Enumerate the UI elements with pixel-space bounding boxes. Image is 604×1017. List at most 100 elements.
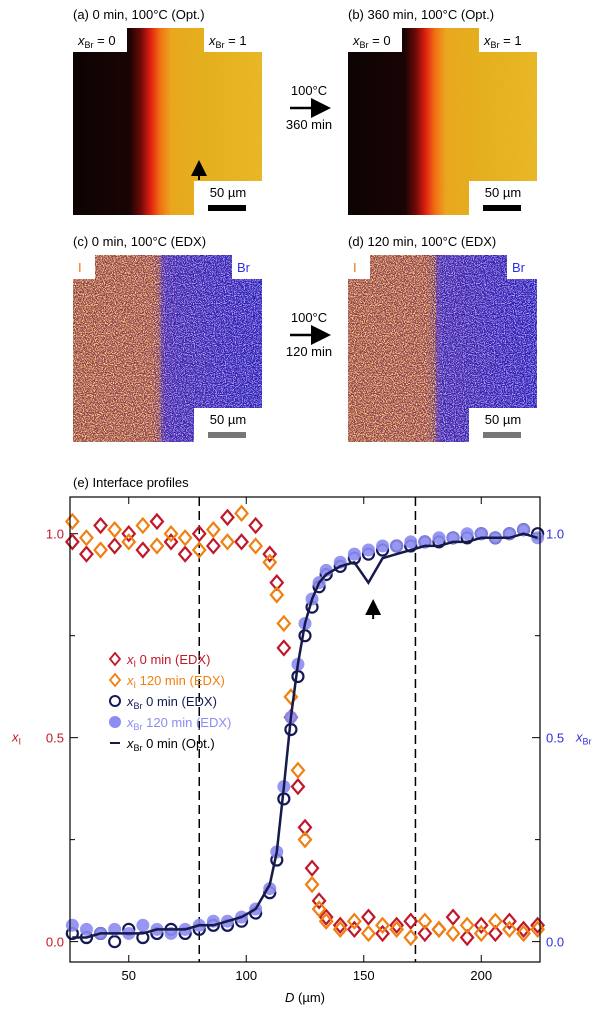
diamond-marker bbox=[205, 520, 221, 539]
x-tick-label: 100 bbox=[235, 968, 257, 983]
diamond-marker bbox=[318, 908, 334, 926]
circle-marker bbox=[136, 930, 150, 945]
diamond-marker bbox=[191, 525, 207, 543]
scale-bar bbox=[483, 205, 521, 211]
diamond-marker bbox=[121, 533, 137, 551]
diamond-marker bbox=[79, 529, 94, 547]
filled-circle-marker bbox=[517, 523, 531, 537]
diamond-marker bbox=[290, 761, 306, 779]
diamond-marker bbox=[269, 586, 285, 604]
diamond-marker bbox=[346, 920, 362, 939]
y-axis-label: xI bbox=[11, 730, 21, 747]
y2-tick-label: 0.0 bbox=[546, 935, 564, 950]
subscript: I bbox=[134, 659, 137, 669]
label-box bbox=[507, 255, 537, 279]
y-tick-label: 1.0 bbox=[46, 527, 64, 542]
diamond-marker bbox=[417, 912, 433, 930]
symbol: x bbox=[126, 736, 134, 751]
diamond-marker bbox=[79, 545, 94, 563]
diamond-marker bbox=[445, 924, 461, 943]
symbol: x bbox=[575, 730, 583, 745]
label-text: I bbox=[353, 260, 357, 275]
left-label: I bbox=[78, 260, 82, 275]
y2-axis-label: xBr bbox=[575, 730, 592, 747]
diamond-marker bbox=[361, 908, 376, 926]
diamond-marker bbox=[375, 924, 390, 943]
legend-label: xI 0 min (EDX) bbox=[126, 652, 210, 669]
diamond-marker bbox=[417, 924, 433, 943]
diamond-marker bbox=[290, 777, 306, 796]
symbol: x bbox=[126, 715, 134, 730]
transition-time: 120 min bbox=[286, 344, 332, 359]
diamond-marker bbox=[220, 508, 235, 527]
diamond-marker bbox=[220, 533, 235, 551]
diamond-marker bbox=[177, 545, 193, 563]
legend-name: 0 min (EDX) bbox=[143, 694, 217, 709]
symbol: x bbox=[208, 33, 216, 48]
subscript: Br bbox=[134, 701, 143, 711]
legend-name: 120 min (EDX) bbox=[143, 715, 232, 730]
diamond-marker bbox=[234, 504, 249, 523]
subscript: I bbox=[19, 737, 22, 747]
subscript: Br bbox=[134, 722, 143, 732]
diamond-marker bbox=[332, 916, 348, 934]
diamond-marker bbox=[262, 553, 278, 571]
diamond-marker bbox=[149, 537, 165, 555]
diamond-marker bbox=[375, 916, 390, 934]
scale-label: 50 µm bbox=[485, 185, 521, 200]
panel-title: (d) 120 min, 100°C (EDX) bbox=[348, 234, 496, 249]
symbol: x bbox=[77, 33, 85, 48]
scale-label: 50 µm bbox=[210, 412, 246, 427]
diamond-marker bbox=[177, 529, 193, 547]
symbol: x bbox=[352, 33, 360, 48]
diamond-marker bbox=[403, 912, 419, 930]
symbol: x bbox=[126, 694, 134, 709]
diamond-marker bbox=[459, 928, 475, 947]
subscript: Br bbox=[134, 743, 143, 753]
x-tick-label: 50 bbox=[122, 968, 136, 983]
scale-label: 50 µm bbox=[485, 412, 521, 427]
diamond-marker bbox=[205, 537, 221, 555]
diamond-marker bbox=[516, 920, 531, 939]
legend-marker bbox=[109, 695, 121, 707]
diamond-marker bbox=[459, 916, 475, 934]
y-tick-label: 0.0 bbox=[46, 935, 64, 950]
plot-area bbox=[64, 504, 546, 949]
filled-circle-marker bbox=[79, 922, 93, 936]
diamond-marker bbox=[93, 516, 108, 535]
diamond-marker bbox=[389, 916, 405, 934]
circle-marker bbox=[108, 935, 122, 949]
symbol: x bbox=[126, 673, 134, 688]
diamond-marker bbox=[297, 830, 313, 849]
y-tick-label: 0.5 bbox=[46, 731, 64, 746]
subscript: I bbox=[134, 680, 137, 690]
diamond-marker bbox=[332, 920, 348, 939]
subscript: Br bbox=[360, 40, 369, 50]
filled-circle-marker bbox=[404, 535, 418, 549]
label-box bbox=[73, 28, 127, 52]
filled-circle-marker bbox=[376, 539, 390, 553]
subscript: Br bbox=[491, 40, 500, 50]
diamond-marker bbox=[64, 533, 80, 551]
diamond-marker bbox=[297, 818, 313, 837]
diamond-marker bbox=[346, 912, 362, 930]
diamond-marker bbox=[361, 924, 376, 943]
legend-name: 0 min (Opt.) bbox=[143, 736, 215, 751]
diamond-marker bbox=[389, 920, 405, 939]
diamond-marker bbox=[191, 541, 207, 559]
diamond-marker bbox=[431, 920, 447, 939]
scale-bar bbox=[208, 205, 246, 211]
legend-label: xI 120 min (EDX) bbox=[126, 673, 225, 690]
diamond-marker bbox=[64, 512, 80, 531]
label-box bbox=[348, 28, 402, 52]
label-box bbox=[73, 255, 95, 279]
diamond-marker bbox=[403, 928, 419, 947]
legend-name: 0 min (EDX) bbox=[136, 652, 210, 667]
filled-circle-marker bbox=[460, 527, 474, 541]
legend-label: xBr 0 min (EDX) bbox=[126, 694, 217, 711]
label-box bbox=[348, 255, 370, 279]
right-label: xBr = 1 bbox=[208, 33, 247, 50]
left-label: I bbox=[353, 260, 357, 275]
plot-frame bbox=[69, 496, 541, 963]
